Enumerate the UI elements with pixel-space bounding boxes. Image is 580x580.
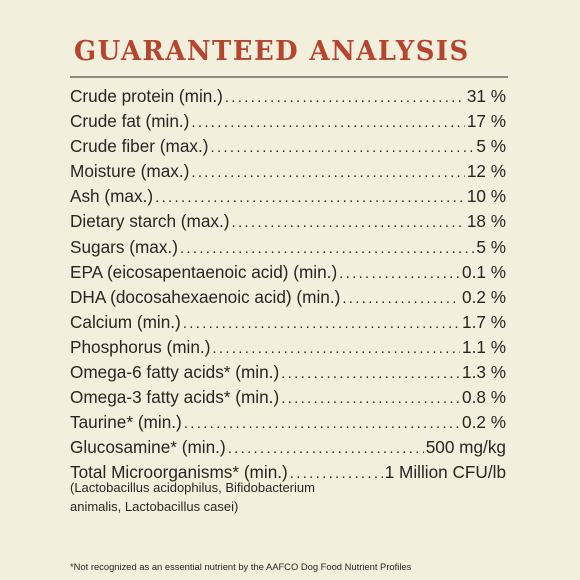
nutrient-label: Omega-6 fatty acids* (min.) [70, 362, 280, 383]
analysis-row: Sugars (max.)...........................… [70, 235, 506, 260]
analysis-row: Total Microorganisms* (min.)............… [70, 460, 506, 485]
analysis-row: Ash (max.)..............................… [70, 184, 506, 209]
analysis-row: Taurine* (min.).........................… [70, 410, 506, 435]
dot-leader: ........................................… [155, 189, 465, 207]
dot-leader: ........................................… [289, 465, 383, 483]
dot-leader: ........................................… [210, 139, 475, 157]
dot-leader: ........................................… [342, 289, 460, 307]
analysis-row: Phosphorus (min.).......................… [70, 335, 506, 360]
nutrient-value: 17 % [466, 111, 506, 132]
nutrient-value: 1 Million CFU/lb [384, 462, 506, 483]
nutrient-label: Moisture (max.) [70, 161, 190, 182]
dot-leader: ........................................… [212, 339, 460, 357]
nutrient-value: 5 % [476, 136, 506, 157]
nutrient-label: Total Microorganisms* (min.) [70, 462, 288, 483]
dot-leader: ........................................… [339, 264, 460, 282]
analysis-row: Omega-3 fatty acids* (min.).............… [70, 385, 506, 410]
nutrient-label: Crude protein (min.) [70, 86, 223, 106]
nutrient-label: Sugars (max.) [70, 236, 178, 257]
nutrient-label: Ash (max.) [70, 186, 154, 207]
nutrient-value: 5 % [476, 236, 506, 257]
nutrient-value: 18 % [466, 211, 506, 232]
nutrient-label: Taurine* (min.) [70, 412, 182, 433]
analysis-row: Moisture (max.).........................… [70, 159, 506, 184]
nutrient-label: Crude fat (min.) [70, 111, 190, 132]
nutrient-label: Dietary starch (max.) [70, 211, 230, 232]
nutrient-value: 31 % [466, 86, 506, 106]
nutrient-value: 0.8 % [462, 387, 506, 408]
nutrient-value: 0.2 % [462, 412, 506, 433]
nutrient-value: 500 mg/kg [425, 437, 506, 458]
dot-leader: ........................................… [281, 390, 461, 408]
nutrient-label: Phosphorus (min.) [70, 336, 211, 357]
analysis-row: Crude fiber (max.)......................… [70, 134, 506, 159]
analysis-row: Dietary starch (max.)...................… [70, 209, 506, 234]
analysis-row: EPA (eicosapentaenoic acid) (min.)......… [70, 260, 506, 285]
microorganisms-note: (Lactobacillus acidophilus, Bifidobacter… [70, 480, 315, 514]
dot-leader: ........................................… [191, 114, 464, 132]
dot-leader: ........................................… [224, 89, 465, 106]
dot-leader: ........................................… [182, 314, 461, 332]
title-divider [70, 76, 508, 78]
nutrient-value: 0.1 % [462, 261, 506, 282]
nutrient-value: 10 % [466, 186, 506, 207]
page-title: GUARANTEED ANALYSIS [74, 36, 470, 67]
analysis-row: Glucosamine* (min.).....................… [70, 435, 506, 460]
analysis-row: Crude fat (min.)........................… [70, 109, 506, 134]
dot-leader: ........................................… [179, 239, 474, 257]
analysis-table: Crude protein (min.)....................… [70, 84, 506, 486]
analysis-row: Calcium (min.)..........................… [70, 310, 506, 335]
nutrient-value: 12 % [466, 161, 506, 182]
nutrient-label: Glucosamine* (min.) [70, 437, 226, 458]
analysis-row: DHA (docosahexaenoic acid) (min.).......… [70, 285, 506, 310]
dot-leader: ........................................… [183, 415, 460, 433]
nutrient-label: Omega-3 fatty acids* (min.) [70, 387, 280, 408]
nutrient-value: 1.7 % [462, 311, 506, 332]
dot-leader: ........................................… [231, 214, 465, 232]
dot-leader: ........................................… [191, 164, 464, 182]
dot-leader: ........................................… [227, 440, 424, 458]
dot-leader: ........................................… [281, 365, 461, 383]
footnote: *Not recognized as an essential nutrient… [70, 561, 412, 572]
nutrient-label: Calcium (min.) [70, 311, 181, 332]
nutrient-value: 1.3 % [462, 362, 506, 383]
nutrient-value: 0.2 % [462, 286, 506, 307]
nutrient-value: 1.1 % [462, 336, 506, 357]
nutrient-label: DHA (docosahexaenoic acid) (min.) [70, 286, 341, 307]
nutrient-label: Crude fiber (max.) [70, 136, 209, 157]
analysis-row: Crude protein (min.)....................… [70, 84, 506, 109]
analysis-row: Omega-6 fatty acids* (min.).............… [70, 360, 506, 385]
nutrient-label: EPA (eicosapentaenoic acid) (min.) [70, 261, 338, 282]
